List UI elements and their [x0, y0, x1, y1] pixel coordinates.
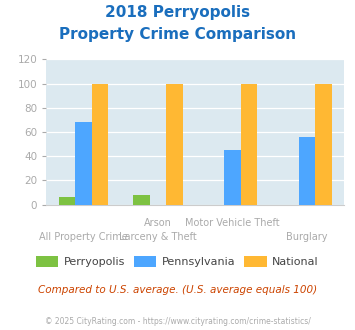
Bar: [315, 83, 332, 205]
Bar: [224, 150, 241, 205]
Bar: [166, 83, 182, 205]
Text: Arson: Arson: [144, 218, 172, 228]
Bar: [299, 137, 315, 205]
Bar: [241, 83, 257, 205]
Bar: [75, 122, 92, 205]
Text: Property Crime Comparison: Property Crime Comparison: [59, 27, 296, 42]
Bar: [59, 197, 75, 205]
Text: Larceny & Theft: Larceny & Theft: [119, 232, 197, 242]
Bar: [92, 83, 108, 205]
Legend: Perryopolis, Pennsylvania, National: Perryopolis, Pennsylvania, National: [32, 251, 323, 271]
Text: 2018 Perryopolis: 2018 Perryopolis: [105, 5, 250, 20]
Text: Compared to U.S. average. (U.S. average equals 100): Compared to U.S. average. (U.S. average …: [38, 285, 317, 295]
Bar: [133, 195, 150, 205]
Text: All Property Crime: All Property Crime: [39, 232, 128, 242]
Text: © 2025 CityRating.com - https://www.cityrating.com/crime-statistics/: © 2025 CityRating.com - https://www.city…: [45, 317, 310, 326]
Text: Burglary: Burglary: [286, 232, 328, 242]
Text: Motor Vehicle Theft: Motor Vehicle Theft: [185, 218, 280, 228]
